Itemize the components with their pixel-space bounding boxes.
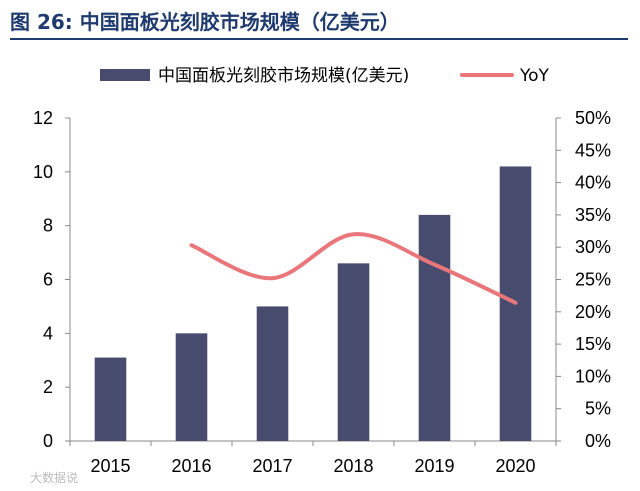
bar xyxy=(418,214,451,441)
left-tick-label: 10 xyxy=(33,162,53,182)
x-tick-label: 2015 xyxy=(90,456,130,476)
watermark: 大数据说 xyxy=(30,470,78,485)
legend-bar-label: 中国面板光刻胶市场规模(亿美元) xyxy=(158,66,409,86)
bar xyxy=(94,357,127,441)
x-tick-label: 2020 xyxy=(495,456,535,476)
bar xyxy=(337,263,370,441)
right-tick-label: 40% xyxy=(575,173,611,193)
right-tick-label: 10% xyxy=(575,366,611,386)
right-tick-label: 20% xyxy=(575,302,611,322)
left-tick-label: 4 xyxy=(43,323,53,343)
left-tick-label: 12 xyxy=(33,108,53,128)
right-tick-label: 35% xyxy=(575,205,611,225)
left-tick-label: 0 xyxy=(43,431,53,451)
right-tick-label: 5% xyxy=(585,399,611,419)
right-tick-label: 30% xyxy=(575,237,611,257)
yoy-line xyxy=(189,232,518,305)
right-tick-label: 45% xyxy=(575,140,611,160)
bar xyxy=(256,306,289,441)
right-tick-label: 50% xyxy=(575,108,611,128)
legend-bar-swatch xyxy=(100,69,150,81)
legend-line-label: YoY xyxy=(519,66,550,86)
left-tick-label: 2 xyxy=(43,377,53,397)
left-tick-label: 6 xyxy=(43,270,53,290)
legend: 中国面板光刻胶市场规模(亿美元) YoY xyxy=(100,66,550,86)
left-tick-label: 8 xyxy=(43,216,53,236)
title-rule xyxy=(10,38,628,40)
x-tick-label: 2018 xyxy=(333,456,373,476)
figure-title: 图 26: 中国面板光刻胶市场规模（亿美元） xyxy=(10,10,400,34)
bar xyxy=(175,333,208,441)
right-tick-label: 25% xyxy=(575,270,611,290)
x-tick-label: 2017 xyxy=(252,456,292,476)
x-tick-label: 2016 xyxy=(171,456,211,476)
right-tick-label: 0% xyxy=(585,431,611,451)
right-tick-label: 15% xyxy=(575,334,611,354)
x-tick-label: 2019 xyxy=(414,456,454,476)
